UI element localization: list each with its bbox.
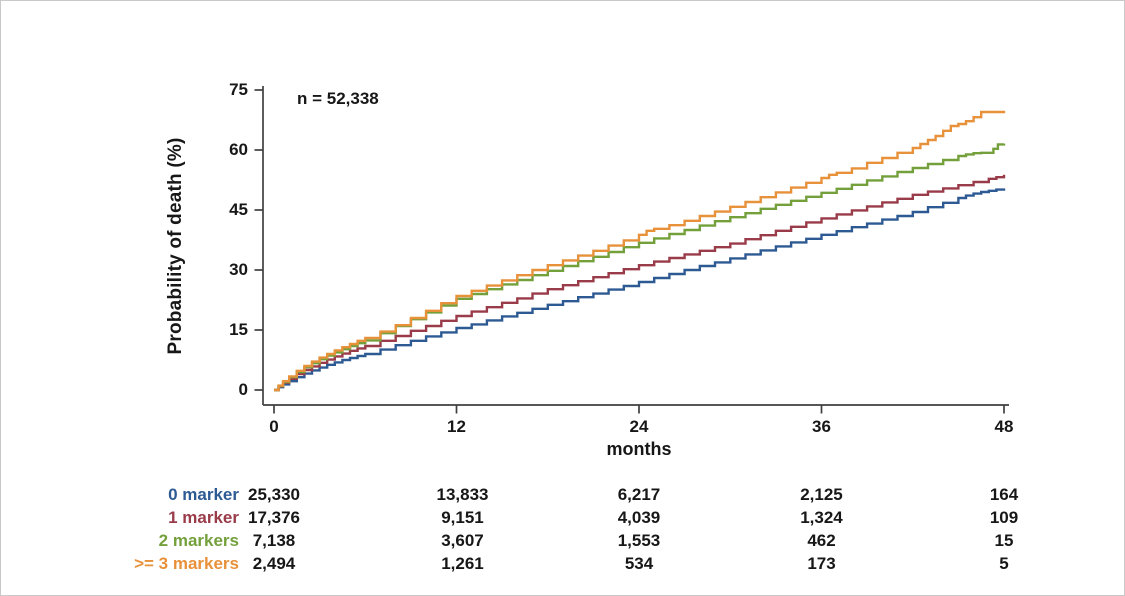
risk-count-cell: 5 [999, 554, 1009, 573]
x-axis-title: months [606, 439, 672, 459]
series-curve-0-marker [274, 188, 1006, 392]
risk-count-cell: 1,553 [617, 531, 661, 550]
x-tick-label: 12 [447, 417, 466, 436]
risk-count-cell: 4,039 [617, 508, 661, 527]
risk-count-cell: 3,607 [441, 531, 484, 550]
y-axis-title: Probability of death (%) [165, 137, 186, 355]
risk-count-cell: 173 [807, 554, 836, 573]
risk-count-cell: 25,330 [248, 485, 300, 504]
risk-count-cell: 9,151 [441, 508, 484, 527]
x-tick-label: 0 [269, 417, 279, 436]
x-tick-label: 36 [812, 417, 831, 436]
x-tick-label: 24 [629, 417, 649, 436]
risk-count-cell: 1,261 [441, 554, 484, 573]
risk-count-cell: 2,494 [252, 554, 296, 573]
risk-count-cell: 13,833 [436, 485, 489, 504]
risk-count-cell: 534 [624, 554, 654, 573]
series-curve-1-marker [274, 174, 1006, 392]
risk-count-cell: 1,324 [800, 508, 843, 527]
y-tick-label: 75 [229, 80, 248, 99]
risk-count-cell: 6,217 [617, 485, 661, 504]
risk-count-cell: 17,376 [248, 508, 300, 527]
risk-row-label: >= 3 markers [134, 554, 239, 573]
risk-count-cell: 7,138 [252, 531, 296, 550]
risk-count-cell: 462 [807, 531, 836, 550]
risk-row-label: 2 markers [158, 531, 239, 550]
risk-row-label: 1 marker [168, 508, 239, 527]
y-tick-label: 15 [229, 320, 248, 339]
y-tick-label: 60 [229, 140, 248, 159]
risk-row-label: 0 marker [168, 485, 239, 504]
sample-size-annotation: n = 52,338 [297, 89, 379, 108]
risk-count-cell: 164 [989, 485, 1019, 504]
risk-count-cell: 109 [989, 508, 1019, 527]
y-tick-label: 30 [229, 260, 248, 279]
y-tick-label: 0 [238, 380, 248, 399]
series-curve--3-markers [274, 110, 1006, 392]
risk-count-cell: 2,125 [800, 485, 843, 504]
risk-count-cell: 15 [994, 531, 1014, 550]
x-tick-label: 48 [994, 417, 1014, 436]
y-tick-label: 45 [229, 200, 248, 219]
